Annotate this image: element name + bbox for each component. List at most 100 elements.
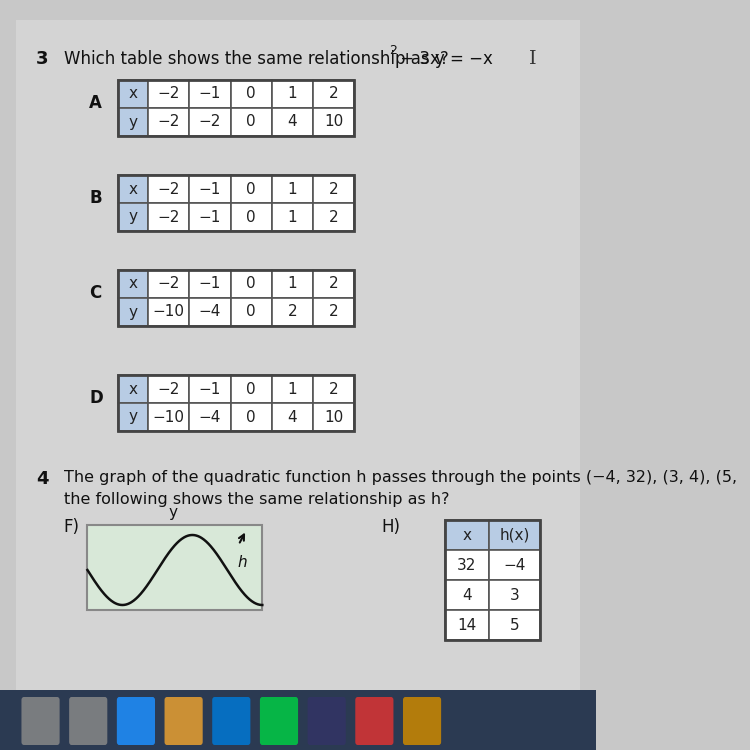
FancyBboxPatch shape (189, 80, 230, 108)
Text: 0: 0 (246, 304, 256, 320)
Text: 4: 4 (288, 410, 297, 424)
Text: 0: 0 (246, 209, 256, 224)
Text: 1: 1 (288, 382, 297, 397)
Text: −4: −4 (199, 304, 221, 320)
Text: −1: −1 (199, 209, 221, 224)
Text: B: B (89, 189, 102, 207)
Text: 10: 10 (324, 115, 344, 130)
Text: y: y (128, 410, 137, 424)
Text: 0: 0 (246, 382, 256, 397)
Text: −10: −10 (152, 410, 184, 424)
FancyBboxPatch shape (230, 80, 272, 108)
FancyBboxPatch shape (212, 697, 250, 745)
FancyBboxPatch shape (148, 203, 189, 231)
FancyBboxPatch shape (230, 375, 272, 403)
FancyBboxPatch shape (189, 203, 230, 231)
Text: I: I (529, 50, 536, 68)
Text: x: x (128, 277, 137, 292)
Text: −2: −2 (158, 209, 180, 224)
FancyBboxPatch shape (230, 108, 272, 136)
Text: D: D (89, 389, 103, 407)
Text: 1: 1 (288, 182, 297, 196)
Text: x: x (128, 86, 137, 101)
Text: 14: 14 (458, 617, 476, 632)
Text: 0: 0 (246, 277, 256, 292)
Text: 4: 4 (462, 587, 472, 602)
FancyBboxPatch shape (445, 520, 489, 550)
FancyBboxPatch shape (489, 550, 541, 580)
FancyBboxPatch shape (118, 270, 148, 298)
Text: −1: −1 (199, 86, 221, 101)
Text: y: y (128, 115, 137, 130)
FancyBboxPatch shape (69, 697, 107, 745)
FancyBboxPatch shape (118, 298, 148, 326)
FancyBboxPatch shape (230, 175, 272, 203)
Text: 0: 0 (246, 115, 256, 130)
Text: 4: 4 (36, 470, 48, 488)
Text: y: y (128, 304, 137, 320)
FancyBboxPatch shape (118, 108, 148, 136)
FancyBboxPatch shape (88, 525, 262, 610)
FancyBboxPatch shape (230, 270, 272, 298)
FancyBboxPatch shape (189, 108, 230, 136)
Text: 32: 32 (458, 557, 477, 572)
FancyBboxPatch shape (148, 175, 189, 203)
Text: 3: 3 (510, 587, 520, 602)
FancyBboxPatch shape (314, 298, 355, 326)
Text: −2: −2 (158, 182, 180, 196)
Text: 0: 0 (246, 410, 256, 424)
Text: 2: 2 (389, 44, 398, 57)
FancyBboxPatch shape (148, 80, 189, 108)
FancyBboxPatch shape (0, 690, 596, 750)
FancyBboxPatch shape (230, 203, 272, 231)
FancyBboxPatch shape (489, 610, 541, 640)
FancyBboxPatch shape (272, 80, 314, 108)
FancyBboxPatch shape (272, 298, 314, 326)
Text: 2: 2 (329, 182, 339, 196)
FancyBboxPatch shape (260, 697, 298, 745)
FancyBboxPatch shape (117, 697, 155, 745)
Text: h(x): h(x) (500, 527, 530, 542)
Text: The graph of the quadratic function h passes through the points (−4, 32), (3, 4): The graph of the quadratic function h pa… (64, 470, 736, 485)
FancyBboxPatch shape (314, 375, 355, 403)
Text: −1: −1 (199, 277, 221, 292)
Text: F): F) (64, 518, 80, 536)
FancyBboxPatch shape (314, 270, 355, 298)
FancyBboxPatch shape (118, 375, 148, 403)
FancyBboxPatch shape (356, 697, 394, 745)
Text: −2: −2 (158, 277, 180, 292)
FancyBboxPatch shape (308, 697, 346, 745)
FancyBboxPatch shape (230, 298, 272, 326)
Text: 2: 2 (329, 304, 339, 320)
FancyBboxPatch shape (314, 108, 355, 136)
FancyBboxPatch shape (118, 203, 148, 231)
FancyBboxPatch shape (314, 403, 355, 431)
FancyBboxPatch shape (189, 403, 230, 431)
FancyBboxPatch shape (189, 270, 230, 298)
Text: −4: −4 (503, 557, 526, 572)
FancyBboxPatch shape (272, 270, 314, 298)
FancyBboxPatch shape (489, 580, 541, 610)
Text: 2: 2 (329, 277, 339, 292)
FancyBboxPatch shape (445, 610, 489, 640)
FancyBboxPatch shape (445, 550, 489, 580)
Text: −2: −2 (158, 86, 180, 101)
Text: −2: −2 (158, 115, 180, 130)
FancyBboxPatch shape (314, 175, 355, 203)
Text: 2: 2 (288, 304, 297, 320)
Text: h: h (238, 555, 248, 570)
Text: 2: 2 (329, 382, 339, 397)
Text: 10: 10 (324, 410, 344, 424)
Text: x: x (128, 382, 137, 397)
Text: 0: 0 (246, 182, 256, 196)
FancyBboxPatch shape (22, 697, 59, 745)
Text: −1: −1 (199, 382, 221, 397)
Text: −4: −4 (199, 410, 221, 424)
Text: 2: 2 (329, 86, 339, 101)
FancyBboxPatch shape (403, 697, 441, 745)
FancyBboxPatch shape (148, 108, 189, 136)
FancyBboxPatch shape (118, 403, 148, 431)
FancyBboxPatch shape (189, 375, 230, 403)
FancyBboxPatch shape (272, 203, 314, 231)
Text: 5: 5 (510, 617, 520, 632)
